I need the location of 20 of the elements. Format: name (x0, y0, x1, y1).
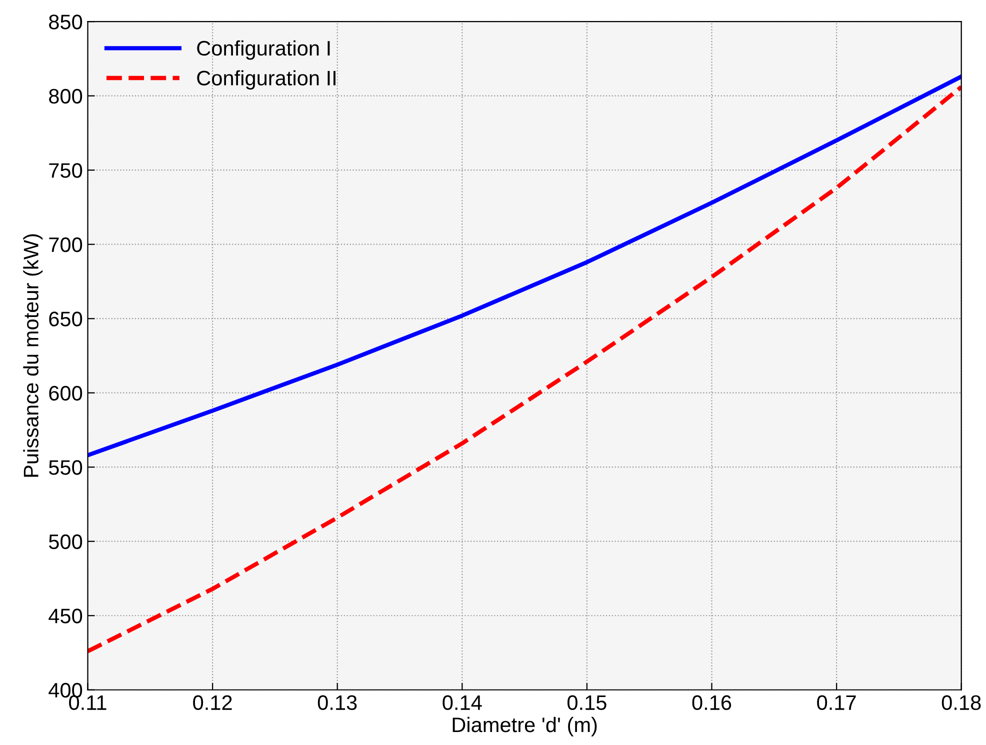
x-tick-label: 0.14 (442, 695, 482, 710)
legend-label: Configuration II (197, 70, 336, 90)
y-tick-label: 700 (49, 237, 82, 252)
x-tick-label: 0.18 (942, 695, 981, 710)
y-tick-label: 550 (48, 460, 82, 475)
x-tick-label: 0.15 (567, 695, 606, 710)
y-tick-label: 800 (49, 88, 82, 104)
legend-label: Configuration I (197, 40, 330, 60)
y-tick-label: 500 (48, 534, 82, 550)
x-tick-label: 0.16 (692, 695, 732, 710)
x-tick-label: 0.12 (193, 695, 232, 710)
x-tick-label: 0.13 (318, 695, 357, 710)
x-tick-label: 0.17 (817, 695, 856, 710)
y-axis-title: Puissance du moteur (kW) (23, 234, 43, 477)
y-tick-label: 600 (49, 386, 82, 401)
y-tick-label: 450 (48, 608, 82, 624)
y-tick-label: 750 (49, 163, 82, 178)
y-tick-label: 850 (49, 14, 82, 30)
y-tick-label: 650 (49, 312, 82, 326)
x-axis-title: Diametre 'd' (m) (452, 716, 597, 736)
